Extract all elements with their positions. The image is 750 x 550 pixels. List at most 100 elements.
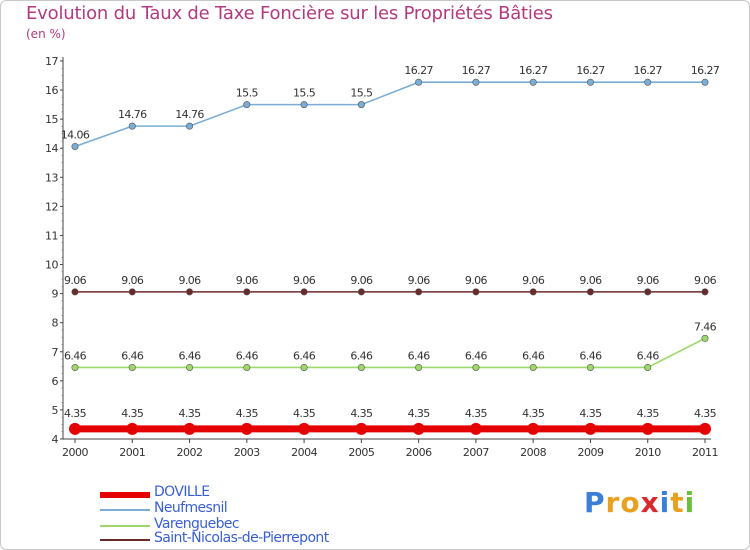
data-label: 6.46 (350, 349, 373, 362)
x-tick-label: 2003 (234, 446, 260, 459)
data-label: 4.35 (350, 407, 373, 420)
data-label: 16.27 (404, 64, 433, 77)
axes: 4 5 6 7 8 9 10 11 12 13 14 15 16 17 2000 2001 2002 2003 20… (45, 55, 719, 459)
data-point (415, 78, 423, 86)
y-tick-label: 15 (45, 113, 58, 126)
data-label: 6.46 (236, 349, 259, 362)
data-point (186, 122, 194, 130)
y-tick-label: 7 (52, 346, 59, 359)
data-label: 14.06 (61, 128, 90, 141)
data-label: 6.46 (121, 349, 144, 362)
x-tick-label: 2005 (348, 446, 374, 459)
data-label: 4.35 (522, 407, 545, 420)
y-tick-label: 12 (45, 200, 58, 213)
data-point (128, 122, 136, 130)
data-point (644, 288, 652, 296)
data-point (527, 422, 540, 435)
data-point (128, 288, 136, 296)
x-tick-label: 2004 (291, 446, 317, 459)
data-label: 14.76 (175, 108, 204, 121)
data-point (357, 101, 365, 109)
series-lines (74, 81, 706, 433)
data-label: 15.5 (350, 87, 373, 100)
data-point (71, 142, 79, 150)
data-label: 16.27 (462, 64, 491, 77)
data-label: 14.76 (118, 108, 147, 121)
x-tick-label: 2006 (406, 446, 432, 459)
data-label: 9.06 (408, 274, 431, 287)
data-label: 16.27 (519, 64, 548, 77)
legend-label-neufmesnil: Neufmesnil (154, 500, 228, 516)
data-label: 9.06 (293, 274, 316, 287)
data-label: 4.35 (694, 407, 717, 420)
x-tick-label: 2000 (62, 446, 88, 459)
data-label: 9.06 (178, 274, 201, 287)
data-label: 6.46 (637, 349, 660, 362)
data-label: 6.46 (522, 349, 545, 362)
data-label: 4.35 (465, 407, 488, 420)
data-point (644, 363, 652, 371)
data-point (300, 288, 308, 296)
x-tick-label: 2007 (463, 446, 489, 459)
data-point (644, 78, 652, 86)
y-tick-label: 17 (45, 55, 58, 68)
data-point (415, 363, 423, 371)
data-point (71, 288, 79, 296)
data-label: 6.46 (408, 349, 431, 362)
series-line (75, 337, 706, 369)
data-point (357, 363, 365, 371)
data-label: 9.06 (579, 274, 602, 287)
y-tick-label: 10 (45, 259, 58, 272)
data-point (469, 422, 482, 435)
x-tick-label: 2001 (119, 446, 145, 459)
data-point (126, 422, 139, 435)
y-tick-label: 6 (52, 375, 59, 388)
data-label: 4.35 (64, 407, 87, 420)
logo-letter: i (659, 486, 671, 519)
data-point (128, 363, 136, 371)
legend-swatch-varenguebec (100, 525, 150, 527)
data-point (69, 422, 81, 435)
data-label: 9.06 (694, 274, 717, 287)
data-point (298, 422, 311, 435)
data-label: 16.27 (576, 64, 605, 77)
logo-letter: r (605, 486, 621, 519)
data-label: 9.06 (236, 274, 259, 287)
y-tick-label: 8 (52, 317, 59, 330)
data-label: 4.35 (121, 407, 144, 420)
data-label: 15.5 (293, 87, 316, 100)
data-point (243, 288, 251, 296)
data-point (243, 363, 251, 371)
data-point (472, 288, 480, 296)
x-tick-label: 2009 (577, 446, 603, 459)
data-label: 15.5 (236, 87, 259, 100)
y-tick-label: 9 (52, 288, 59, 301)
data-label: 9.06 (465, 274, 488, 287)
chart-unit: (en %) (26, 27, 66, 41)
data-point (701, 78, 709, 86)
legend-swatch-saint-nicolas (100, 539, 150, 541)
y-tick-label: 4 (52, 433, 59, 446)
data-point (415, 288, 423, 296)
data-labels: 4.35 4.35 4.35 4.35 4.35 4.35 4.35 4.35 4.35 4.35… (61, 64, 721, 420)
legend-label-varenguebec: Varenguebec (154, 516, 240, 532)
data-label: 9.06 (522, 274, 545, 287)
data-point (584, 422, 597, 435)
y-tick-label: 5 (52, 404, 59, 417)
data-point (186, 363, 194, 371)
series-points (69, 78, 711, 435)
y-tick-label: 13 (45, 171, 58, 184)
logo-letter: t (670, 486, 685, 519)
data-point (412, 422, 425, 435)
x-tick-label: 2010 (635, 446, 661, 459)
data-point (243, 101, 251, 109)
proxiti-logo: Proxiti (584, 486, 695, 519)
data-label: 9.06 (64, 274, 87, 287)
logo-letter: o (620, 486, 641, 519)
data-point (586, 78, 594, 86)
legend-swatch-neufmesnil (100, 509, 150, 511)
data-label: 16.27 (691, 64, 720, 77)
data-label: 9.06 (121, 274, 144, 287)
y-tick-label: 16 (45, 84, 58, 97)
